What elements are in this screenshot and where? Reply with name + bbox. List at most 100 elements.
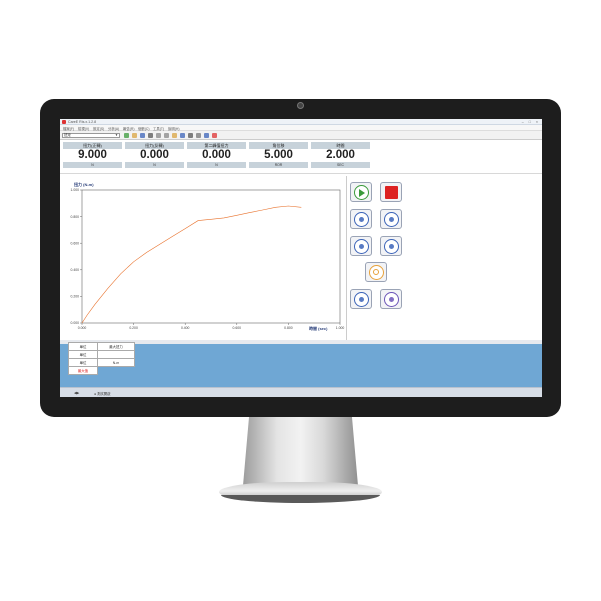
y-tick-label: 0.400 <box>71 268 80 272</box>
table-row: 單位 <box>68 350 135 359</box>
rotate-ccw-fast-icon <box>354 239 369 254</box>
bottom-panel-header <box>60 340 542 344</box>
icon-core <box>358 296 364 302</box>
screen: CareE Ris.x.1.2.8 – □ × 檔案(F) 檢視(V) 設定(S) 分… <box>60 119 542 397</box>
menu-item[interactable]: 檔案(F) <box>63 127 75 131</box>
menu-item[interactable]: 設定(S) <box>93 127 105 131</box>
x-tick-label: 1.000 <box>336 326 345 330</box>
menu-bar: 檔案(F) 檢視(V) 設定(S) 分析(A) 報告(R) 個數(C) 工具(T) 說明(H) <box>60 125 542 131</box>
window-controls[interactable]: – □ × <box>521 120 540 124</box>
toolbar: 扭矩 ▼ <box>60 131 542 140</box>
readout-panel: 第二峰值扭力 0.000 N <box>187 142 246 170</box>
torque-chart: 0.000 0.200 0.400 0.600 0.800 1.000 0.000 0.200… <box>62 176 346 340</box>
table-cell-label: 單位 <box>68 358 98 367</box>
bottom-panel <box>60 340 542 387</box>
readout-unit: ROR <box>249 162 308 168</box>
print-icon[interactable] <box>148 133 153 138</box>
table-icon[interactable] <box>180 133 185 138</box>
divider <box>60 173 542 174</box>
x-tick-label: 0.400 <box>181 326 190 330</box>
help-icon[interactable] <box>212 133 217 138</box>
menu-item[interactable]: 工具(T) <box>153 127 165 131</box>
icon-core <box>358 243 364 249</box>
readout-panel: 角位移 5.000 ROR <box>249 142 308 170</box>
webcam-icon <box>297 102 304 109</box>
menu-item[interactable]: 分析(A) <box>108 127 120 131</box>
ccw-slow-button[interactable] <box>380 236 402 256</box>
zero-button[interactable] <box>350 289 372 309</box>
x-tick-label: 0.800 <box>284 326 293 330</box>
table-cell-value[interactable]: N-m <box>97 358 135 367</box>
y-tick-label: 0.000 <box>71 321 80 325</box>
play-icon[interactable] <box>124 133 129 138</box>
menu-item[interactable]: 報告(R) <box>123 127 135 131</box>
chart-icon[interactable] <box>172 133 177 138</box>
cw-fast-button[interactable] <box>350 209 372 229</box>
readout-value: 5.000 <box>264 149 293 161</box>
export-icon[interactable] <box>188 133 193 138</box>
title-bar: CareE Ris.x.1.2.8 – □ × <box>60 119 542 125</box>
table-cell-value[interactable] <box>97 366 135 375</box>
menu-item[interactable]: 個數(C) <box>138 127 150 131</box>
y-tick-label: 1.000 <box>71 188 80 192</box>
stop-icon <box>385 186 398 199</box>
result-table: 單位 最大扭力 單位 單位 N-m 最大值 <box>68 342 135 375</box>
readout-unit: N <box>63 162 122 168</box>
monitor-stand-base-edge <box>221 495 380 503</box>
table-cell-value[interactable]: 最大扭力 <box>97 342 135 351</box>
readout-label: 角位移 <box>249 142 308 149</box>
readout-panel: 扭力(正轉) 9.000 N <box>63 142 122 170</box>
settings-icon[interactable] <box>196 133 201 138</box>
save-icon[interactable] <box>140 133 145 138</box>
plot-area <box>81 189 341 324</box>
readout-value: 9.000 <box>78 149 107 161</box>
readout-unit: N <box>187 162 246 168</box>
reset-button[interactable] <box>365 262 387 282</box>
paste-icon[interactable] <box>164 133 169 138</box>
table-row: 單位 最大扭力 <box>68 342 135 351</box>
table-cell-label: 單位 <box>68 342 98 351</box>
divider <box>346 176 347 340</box>
readout-label: 扭力(正轉) <box>63 142 122 149</box>
rotate-ccw-slow-icon <box>384 239 399 254</box>
stop-button[interactable] <box>380 182 402 202</box>
y-tick-label: 0.200 <box>71 295 80 299</box>
menu-item[interactable]: 檢視(V) <box>78 127 90 131</box>
readout-value: 2.000 <box>326 149 355 161</box>
zoom-icon[interactable] <box>204 133 209 138</box>
play-triangle <box>359 188 365 197</box>
preset-select[interactable]: 扭矩 ▼ <box>62 133 120 138</box>
readout-value: 0.000 <box>202 149 231 161</box>
copy-icon[interactable] <box>156 133 161 138</box>
table-cell-value[interactable] <box>97 350 135 359</box>
chart-x-label: 時間 (sec) <box>309 326 328 331</box>
table-row: 單位 N-m <box>68 358 135 367</box>
cw-slow-button[interactable] <box>380 209 402 229</box>
readout-label: 扭力(反轉) <box>125 142 184 149</box>
crosshair-icon <box>354 292 369 307</box>
readout-value: 0.000 <box>140 149 169 161</box>
readout-unit: SEC <box>311 162 370 168</box>
play-icon <box>354 185 369 200</box>
series-line <box>81 205 302 324</box>
chevron-down-icon[interactable]: ▼ <box>115 133 118 137</box>
icon-core <box>388 216 394 222</box>
icon-core <box>388 296 394 302</box>
menu-item[interactable]: 說明(H) <box>168 127 180 131</box>
readout-panel: 扭力(反轉) 0.000 N <box>125 142 184 170</box>
start-button[interactable] <box>350 182 372 202</box>
power-icon <box>369 265 384 280</box>
app-icon <box>62 120 66 124</box>
x-tick-label: 0.200 <box>129 326 138 330</box>
torque-chart-svg: 0.000 0.200 0.400 0.600 0.800 1.000 0.000 0.200… <box>71 188 345 330</box>
readout-panel: 時間 2.000 SEC <box>311 142 370 170</box>
status-nav[interactable]: ◀▶ <box>74 391 80 395</box>
y-tick-label: 0.800 <box>71 215 80 219</box>
ccw-fast-button[interactable] <box>350 236 372 256</box>
power-ring <box>373 269 379 275</box>
folder-open-icon[interactable] <box>132 133 137 138</box>
table-cell-label: 最大值 <box>68 366 98 375</box>
x-tick-label: 0.600 <box>233 326 242 330</box>
settings-button[interactable] <box>380 289 402 309</box>
icon-core <box>388 243 394 249</box>
